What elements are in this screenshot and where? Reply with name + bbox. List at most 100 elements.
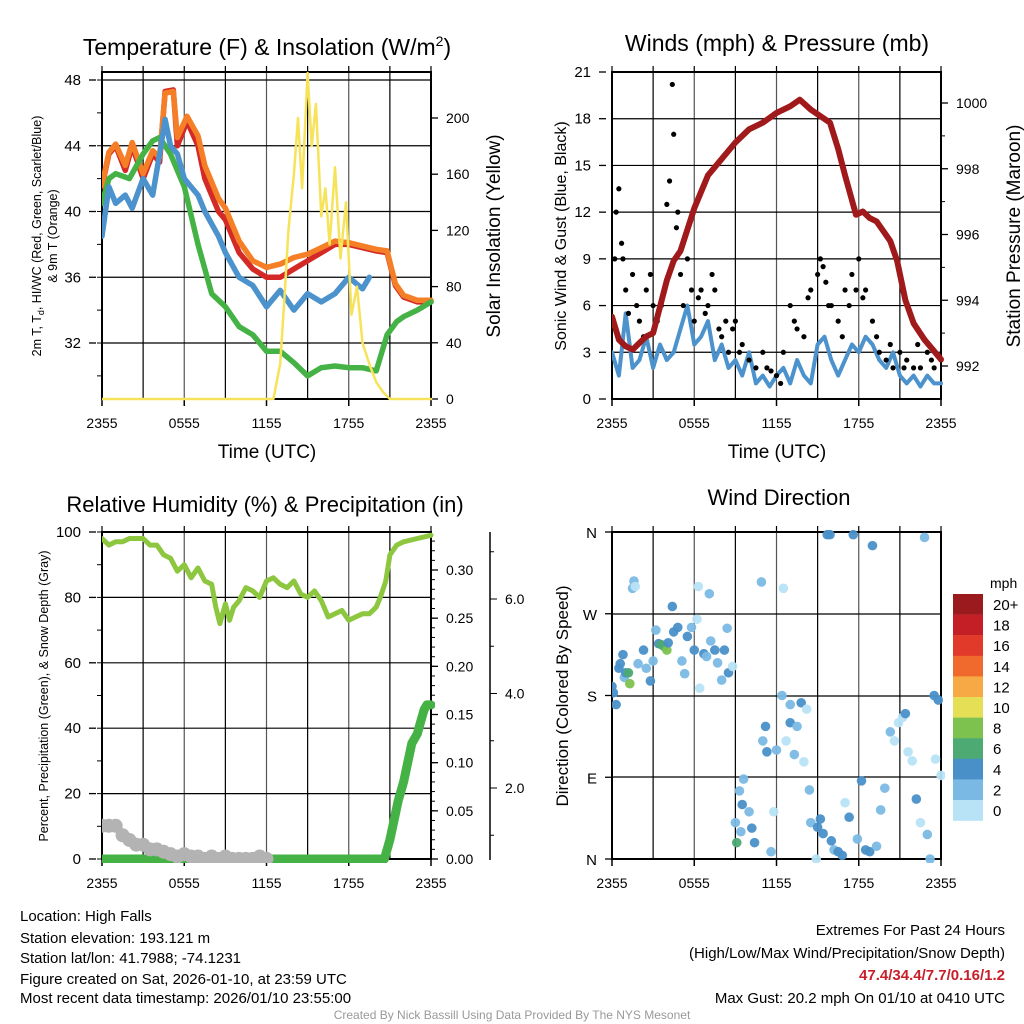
wind-y-tick-label: 0 <box>583 391 591 408</box>
winds-x-axis-title: Time (UTC) <box>728 442 827 463</box>
rh-x-tick-label: 1755 <box>333 875 364 891</box>
colorbar-label: 10 <box>993 700 1010 717</box>
wind-direction-point <box>641 663 652 674</box>
rh-y-tick-label: 40 <box>64 720 81 737</box>
wind-direction-point <box>801 704 812 714</box>
wind-direction-point <box>903 747 913 757</box>
wind-direction-point <box>879 783 890 793</box>
dir-x-tick-label: 2355 <box>925 875 956 891</box>
wind-direction-point <box>633 658 643 669</box>
wind-direction-point <box>722 623 732 634</box>
gust-point <box>828 302 834 309</box>
gust-point <box>664 201 670 207</box>
temp-x-tick-label: 1755 <box>333 415 364 431</box>
solar-y-tick-label: 120 <box>446 222 470 238</box>
wind-direction-point <box>686 622 697 633</box>
wind-direction-point <box>630 581 641 592</box>
gust-point <box>666 178 673 184</box>
temp-series-group <box>102 71 434 401</box>
rh-x-tick-label: 2355 <box>86 875 117 891</box>
rh-y-tick-label: 0 <box>73 851 81 868</box>
wind-direction-point <box>826 836 837 846</box>
wind-y-tick-label: 12 <box>574 204 591 221</box>
wind-direction-point <box>612 699 621 710</box>
snow-depth-point <box>259 851 274 863</box>
temperature-chart-title: Temperature (F) & Insolation (W/m2) <box>83 33 451 60</box>
wind-direction-point <box>792 721 802 732</box>
wind-direction-point <box>811 854 822 863</box>
wind-direction-point <box>867 540 878 551</box>
gust-point <box>849 271 855 278</box>
colorbar-swatch <box>953 717 983 739</box>
rh-y-tick-label: 20 <box>64 786 81 803</box>
extremes-title: Extremes For Past 24 Hours <box>816 922 1005 939</box>
dir-points-group <box>612 529 945 863</box>
gust-point <box>924 349 930 355</box>
gust-point <box>671 131 677 137</box>
credit-text: Created By Nick Bassill Using Data Provi… <box>334 1008 691 1022</box>
wind-y-tick-label: 18 <box>574 111 591 128</box>
wind-y-tick-label: 9 <box>583 251 591 268</box>
gust-point <box>723 318 729 324</box>
colorbar-swatch <box>953 800 983 821</box>
wind-direction-point <box>612 687 619 698</box>
wind-direction-point <box>618 649 628 660</box>
colorbar-label: 12 <box>993 679 1010 696</box>
gust-point <box>760 349 766 355</box>
rh-y-axis-title: Percent, Precipitation (Green), & Snow D… <box>37 550 51 841</box>
winds-x-tick-label: 2355 <box>925 415 956 431</box>
wind-direction-point <box>885 727 896 737</box>
wind-direction-point <box>731 837 742 848</box>
colorbar-label: 0 <box>993 803 1001 820</box>
winds-x-tick-label: 1755 <box>843 415 874 431</box>
gust-point <box>883 357 889 363</box>
wind-direction-point <box>645 676 656 686</box>
gust-point <box>675 209 681 215</box>
wind-direction-point <box>852 834 863 844</box>
wind-direction-point <box>799 757 809 767</box>
winds-x-tick-label: 1155 <box>761 415 791 431</box>
gust-point <box>873 334 880 340</box>
gust-point <box>910 365 917 371</box>
elevation-text: Station elevation: 193.121 m <box>20 930 210 947</box>
wind-direction-point <box>900 708 911 719</box>
rh-y-tick-label: 60 <box>64 655 81 672</box>
series-dewpoint <box>102 134 434 379</box>
precip-y-tick-label: 0.10 <box>446 755 473 771</box>
wind-direction-point <box>812 822 823 833</box>
wind-direction-point <box>716 675 727 685</box>
solar-y-tick-label: 200 <box>446 110 470 126</box>
wind-direction-point <box>736 826 746 837</box>
series-hi-wc <box>102 116 373 313</box>
gust-point <box>823 279 829 285</box>
extremes-subtitle: (High/Low/Max Wind/Precipitation/Snow De… <box>689 945 1005 962</box>
temp-y-tick-label: 36 <box>64 269 81 286</box>
precip-y-tick-label: 0.25 <box>446 610 473 626</box>
gust-point <box>778 380 784 387</box>
gust-point <box>691 318 697 324</box>
wind-direction-point <box>710 645 720 655</box>
rh-x-tick-label: 2355 <box>415 875 446 891</box>
gust-point <box>677 271 684 278</box>
wind-direction-point <box>734 786 745 796</box>
gust-point <box>764 365 770 371</box>
gust-point <box>887 341 893 348</box>
temp-y-tick-label: 32 <box>64 335 81 352</box>
rh-chart-title: Relative Humidity (%) & Precipitation (i… <box>66 492 463 517</box>
temp-x-tick-label: 2355 <box>86 415 117 431</box>
gust-point <box>612 256 618 262</box>
gust-point <box>732 318 738 324</box>
gust-point <box>773 373 780 379</box>
precip-y-tick-label: 0.15 <box>446 707 473 723</box>
wind-direction-point <box>623 667 634 678</box>
gust-point <box>787 302 793 309</box>
wind-direction-point <box>689 645 700 655</box>
wind-direction-point <box>662 645 672 655</box>
rh-x-tick-label: 0555 <box>169 875 200 891</box>
dir-y-tick-label: N <box>586 852 597 869</box>
precip-y-tick-label: 0.30 <box>446 562 473 578</box>
winds-x-tick-label: 0555 <box>679 415 710 431</box>
wind-direction-point <box>737 799 748 810</box>
winds-x-tick-label: 2355 <box>596 415 627 431</box>
colorbar-label: 8 <box>993 721 1001 738</box>
